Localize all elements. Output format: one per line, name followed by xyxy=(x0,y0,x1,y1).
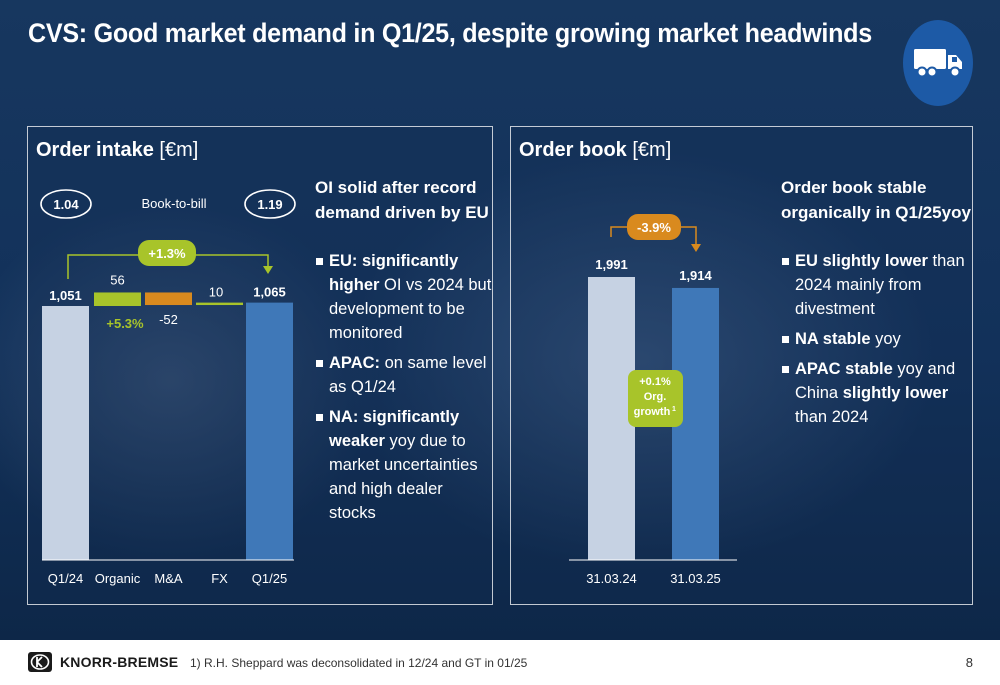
order-intake-commentary: OI solid after record demand driven by E… xyxy=(315,175,493,531)
order-book-panel: Order book [€m] -3.9% 1,991 31.03.24 1,914… xyxy=(510,126,973,605)
value-label-fx: 10 xyxy=(209,285,223,300)
footnote: 1) R.H. Sheppard was deconsolidated in 1… xyxy=(190,656,528,670)
value-label-q1-25: 1,065 xyxy=(253,285,286,300)
order-book-chart: -3.9% 1,991 31.03.24 1,914 31.03.25 +0.1% O… xyxy=(569,214,737,586)
background-image xyxy=(0,0,1000,640)
order-intake-chart: 1.04 Book-to-bill 1.19 +1.3% 1,051 Q1/24 5… xyxy=(40,189,296,586)
bullet-eu: EU: significantly higher OI vs 2024 but … xyxy=(315,249,493,345)
book-to-bill-label: Book-to-bill xyxy=(141,196,206,211)
order-intake-title: Order intake [€m] xyxy=(36,139,199,161)
footer: KNORR-BREMSE 1) R.H. Sheppard was decons… xyxy=(0,640,1000,685)
bullet-apac: APAC stable yoy and China slightly lower… xyxy=(781,357,973,429)
svg-text:+0.1%: +0.1% xyxy=(639,376,671,388)
svg-text:1: 1 xyxy=(672,406,676,413)
category-label-organic: Organic xyxy=(95,571,141,586)
bar-m-a xyxy=(145,292,192,306)
value-label-m-a: -52 xyxy=(159,312,178,327)
book-to-bill-start: 1.04 xyxy=(53,197,79,212)
org-growth-badge xyxy=(628,370,683,427)
category-label-m-a: M&A xyxy=(154,571,183,586)
knorr-bremse-logo: KNORR-BREMSE xyxy=(28,652,178,672)
category-label-fx: FX xyxy=(211,571,228,586)
bar-31-03-24 xyxy=(588,277,635,560)
value-label-q1-24: 1,051 xyxy=(49,288,82,303)
order-intake-panel: Order intake [€m] 1.04 Book-to-bill 1.19… xyxy=(27,126,493,605)
bullet-na: NA stable yoy xyxy=(781,327,973,351)
truck-icon xyxy=(903,20,973,106)
order-book-change-badge: -3.9% xyxy=(637,220,671,235)
value-label-31-03-24: 1,991 xyxy=(595,257,628,272)
bullet-apac: APAC: on same level as Q1/24 xyxy=(315,351,493,399)
value-label-organic: 56 xyxy=(110,272,124,287)
category-label-31-03-24: 31.03.24 xyxy=(586,571,637,586)
bullet-eu: EU slightly lower than 2024 mainly from … xyxy=(781,249,973,321)
svg-text:growth: growth xyxy=(634,406,671,418)
bar-organic xyxy=(94,292,141,306)
order-intake-change-badge: +1.3% xyxy=(148,246,186,261)
bar-q1-25 xyxy=(246,302,293,560)
order-book-heading: Order book stable organically in Q1/25yo… xyxy=(781,178,971,222)
organic-growth-pct: +5.3% xyxy=(106,316,144,331)
bar-q1-24 xyxy=(42,306,89,560)
category-label-q1-25: Q1/25 xyxy=(252,571,287,586)
category-label-q1-24: Q1/24 xyxy=(48,571,83,586)
value-label-31-03-25: 1,914 xyxy=(679,268,712,283)
slide-title: CVS: Good market demand in Q1/25, despit… xyxy=(28,18,872,48)
category-label-31-03-25: 31.03.25 xyxy=(670,571,721,586)
bullet-na: NA: significantly weaker yoy due to mark… xyxy=(315,405,493,525)
book-to-bill-end: 1.19 xyxy=(257,197,282,212)
svg-text:Org.: Org. xyxy=(644,391,667,403)
order-book-title: Order book [€m] xyxy=(519,139,672,161)
page-number: 8 xyxy=(965,655,973,670)
bar-fx xyxy=(196,302,243,306)
order-book-commentary: Order book stable organically in Q1/25yo… xyxy=(781,175,973,435)
order-intake-heading: OI solid after record demand driven by E… xyxy=(315,178,489,222)
